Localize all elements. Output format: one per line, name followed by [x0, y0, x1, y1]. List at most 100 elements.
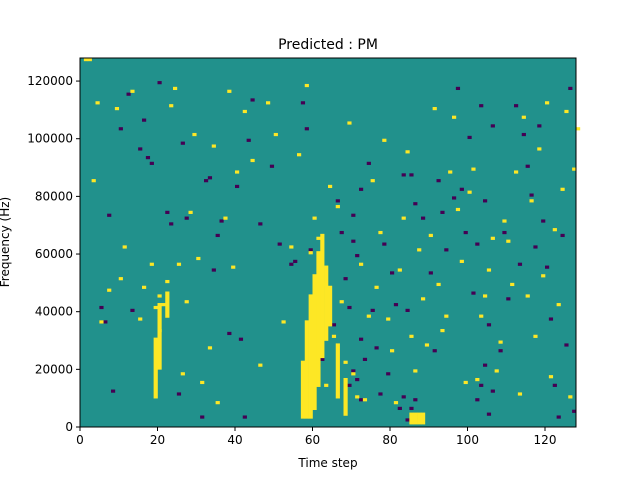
heatmap-cell-low: [366, 161, 371, 165]
heatmap-cell-low: [362, 357, 368, 361]
heatmap-cell-low: [552, 383, 557, 387]
heatmap-cell-high: [459, 259, 464, 263]
heatmap-cell-high: [312, 216, 317, 220]
heatmap-cell-high: [479, 314, 484, 318]
heatmap-cell-low: [293, 259, 298, 263]
heatmap-cell-high: [483, 294, 488, 298]
heatmap-cell-high: [502, 219, 507, 223]
heatmap-cell-low: [149, 161, 154, 165]
heatmap-cell-low: [459, 187, 464, 191]
heatmap-cell-low: [130, 308, 135, 312]
heatmap-cell-high: [227, 89, 232, 93]
heatmap-cell-low: [514, 104, 519, 108]
heatmap-cell-high: [335, 205, 340, 209]
heatmap-cell-high: [498, 340, 503, 344]
heatmap-cell-high: [281, 320, 286, 324]
heatmap-cell-low: [145, 156, 151, 160]
heatmap-cell-high: [417, 412, 422, 425]
heatmap-cell-high: [467, 190, 472, 194]
heatmap-cell-high: [525, 294, 530, 298]
heatmap-cell-high: [188, 210, 193, 214]
heatmap-cell-low: [564, 343, 569, 347]
heatmap-cell-low: [386, 372, 391, 376]
heatmap-cell-low: [475, 242, 480, 246]
heatmap-cell-high: [347, 121, 352, 125]
heatmap-cell-high: [393, 401, 399, 405]
heatmap-cell-high: [382, 138, 387, 142]
heatmap-cell-low: [393, 303, 399, 307]
heatmap-cell-low: [455, 86, 461, 91]
heatmap-cell-high: [250, 158, 255, 163]
heatmap-cell-low: [258, 222, 263, 226]
heatmap-cell-high: [316, 236, 321, 240]
heatmap-cell-low: [351, 239, 356, 243]
heatmap-cell-high: [471, 167, 476, 171]
heatmap-cell-high: [180, 372, 185, 376]
heatmap-cell-low: [537, 124, 542, 128]
heatmap-cell-high: [118, 277, 123, 281]
heatmap-cell-high: [421, 297, 426, 301]
heatmap-cell-high: [83, 58, 89, 62]
heatmap-cell-low: [359, 398, 364, 402]
heatmap-cell-high: [359, 262, 364, 266]
x-tick-label: 20: [150, 433, 165, 447]
y-tick-label: 0: [65, 420, 73, 434]
heatmap-cell-high: [157, 303, 162, 370]
heatmap-cell-high: [475, 377, 480, 382]
heatmap-cell-high: [440, 328, 445, 333]
heatmap-cell-high: [541, 274, 546, 278]
heatmap-cell-low: [413, 202, 418, 206]
heatmap-cell-high: [328, 285, 333, 327]
heatmap-cell-low: [421, 216, 426, 220]
heatmap-cell-high: [339, 300, 344, 304]
heatmap-cell-low: [521, 132, 526, 137]
heatmap-cell-high: [494, 369, 499, 373]
heatmap-cell-high: [568, 395, 573, 399]
heatmap-cell-high: [370, 179, 375, 183]
x-tick-label: 100: [456, 433, 479, 447]
heatmap-cell-low: [246, 138, 251, 142]
heatmap-cell-high: [517, 392, 523, 396]
heatmap-cell-high: [304, 320, 309, 419]
heatmap-cell-low: [432, 349, 437, 353]
heatmap-cell-low: [200, 415, 205, 419]
heatmap-cell-low: [215, 233, 220, 238]
heatmap-cell-high: [556, 303, 561, 307]
heatmap-cell-low: [401, 395, 406, 399]
heatmap-cell-high: [289, 245, 294, 249]
heatmap-cell-high: [258, 363, 263, 367]
heatmap-cell-low: [405, 418, 410, 422]
heatmap-cell-high: [537, 147, 542, 151]
heatmap-cell-low: [227, 331, 232, 336]
heatmap-cell-high: [223, 216, 228, 220]
heatmap-cell-high: [324, 265, 329, 341]
heatmap-cell-low: [242, 415, 247, 419]
heatmap-cell-high: [401, 216, 406, 220]
heatmap-cell-high: [413, 412, 418, 425]
heatmap-cell-low: [556, 415, 561, 419]
heatmap-cell-high: [235, 170, 240, 174]
heatmap-cell-high: [424, 343, 430, 347]
heatmap-cell-low: [118, 127, 123, 131]
heatmap-cell-low: [339, 230, 344, 235]
heatmap-cell-high: [242, 109, 247, 114]
heatmap-cell-high: [560, 187, 565, 191]
heatmap-cell-high: [409, 412, 414, 425]
heatmap-cell-high: [184, 300, 189, 304]
heatmap-cell-low: [335, 199, 340, 203]
heatmap-cell-high: [138, 317, 143, 321]
heatmap-cell-high: [552, 228, 557, 232]
heatmap-cell-high: [320, 233, 325, 359]
heatmap-cell-low: [219, 219, 224, 223]
heatmap-cell-low: [517, 262, 523, 266]
heatmap-cell-high: [142, 285, 147, 289]
heatmap-cell-high: [273, 132, 278, 137]
heatmap-cell-low: [467, 135, 472, 140]
heatmap-cell-low: [176, 392, 182, 396]
heatmap-cell-low: [355, 254, 360, 258]
heatmap-background: [80, 58, 576, 427]
heatmap-cell-high: [165, 291, 170, 318]
heatmap-cell-high: [405, 150, 410, 154]
heatmap-cell-high: [506, 239, 511, 243]
